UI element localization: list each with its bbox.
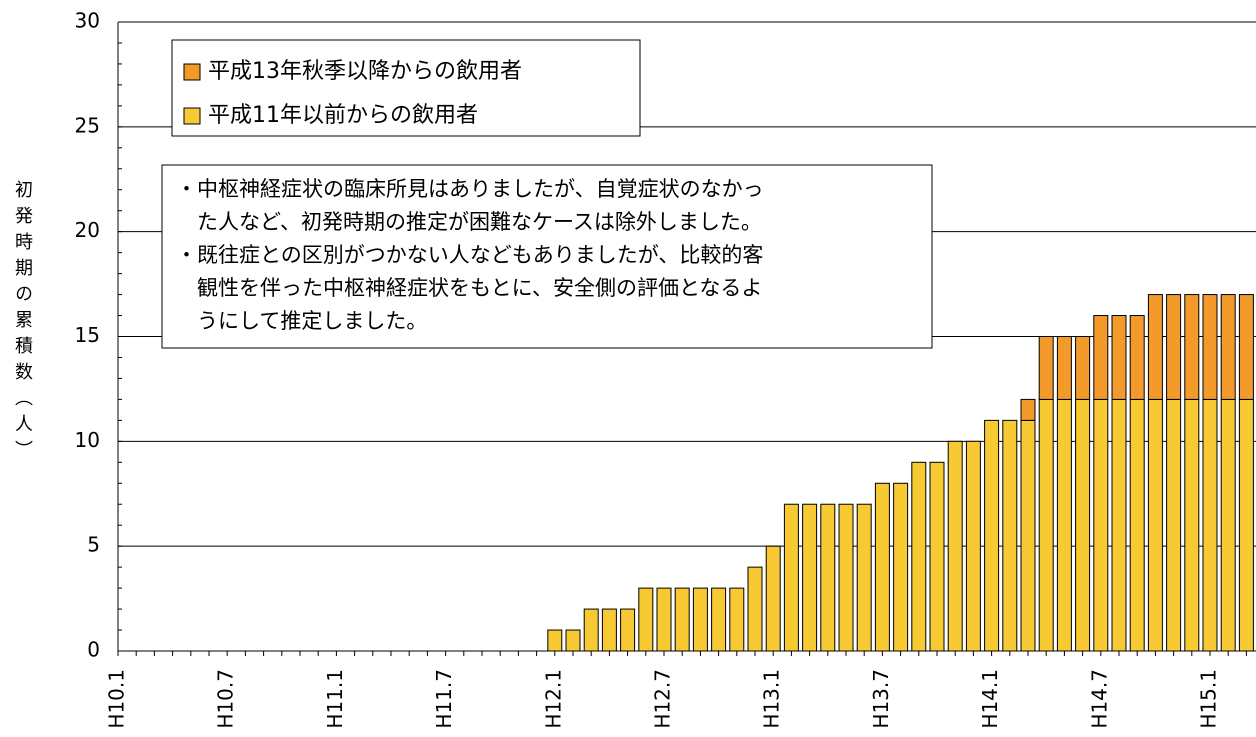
bar	[711, 587, 727, 652]
bar	[838, 503, 854, 652]
bar	[1184, 294, 1200, 400]
x-tick-label: H11.1	[323, 669, 347, 729]
x-tick-label: H12.1	[541, 669, 565, 729]
bar	[1166, 398, 1182, 652]
bar	[893, 482, 909, 652]
y-tick-label: 5	[87, 533, 100, 557]
y-tick-label: 15	[75, 323, 100, 347]
bar	[1129, 398, 1145, 652]
y-tick-label: 10	[75, 428, 100, 452]
bar	[1075, 398, 1091, 652]
x-tick-label: H14.7	[1087, 669, 1111, 729]
bar	[1056, 336, 1072, 400]
bar	[1202, 294, 1218, 400]
annotation-text: た人など、初発時期の推定が困難なケースは除外しました。	[176, 210, 762, 234]
bar	[1147, 398, 1163, 652]
bar	[947, 440, 963, 652]
x-tick-label: H11.7	[432, 669, 456, 729]
bar	[1002, 419, 1018, 652]
x-tick-label: H13.7	[869, 669, 893, 729]
x-tick-label: H15.1	[1197, 669, 1221, 729]
bar	[1020, 398, 1036, 421]
bar	[929, 461, 945, 652]
x-tick-label: H14.1	[978, 669, 1002, 729]
bar	[1202, 398, 1218, 652]
bar	[1093, 398, 1109, 652]
bar	[565, 629, 581, 652]
bar	[638, 587, 654, 652]
y-tick-label: 20	[75, 218, 100, 242]
bar	[1220, 294, 1236, 400]
bar	[1020, 419, 1036, 652]
bar	[874, 482, 890, 652]
annotation-text: うにして推定しました。	[176, 309, 427, 333]
bar	[1075, 336, 1091, 400]
bar	[1038, 336, 1054, 400]
bar	[765, 545, 781, 652]
bar	[692, 587, 708, 652]
bar	[1166, 294, 1182, 400]
bar	[674, 587, 690, 652]
bar	[1111, 315, 1127, 400]
y-tick-label: 0	[87, 638, 100, 662]
bar	[656, 587, 672, 652]
annotation-text: ・中枢神経症状の臨床所見はありましたが、自覚症状のなかっ	[176, 177, 764, 201]
x-tick-label: H10.1	[105, 669, 129, 729]
bar	[802, 503, 818, 652]
bar	[601, 608, 617, 652]
bar	[1238, 294, 1254, 400]
legend-label: 平成13年秋季以降からの飲用者	[208, 59, 522, 84]
bar	[965, 440, 981, 652]
bar	[1056, 398, 1072, 652]
bar	[1129, 315, 1145, 400]
bar	[1220, 398, 1236, 652]
legend-swatch	[183, 107, 201, 125]
legend-box	[171, 39, 641, 137]
bar	[783, 503, 799, 652]
bar	[1111, 398, 1127, 652]
x-tick-label: H12.7	[651, 669, 675, 729]
bar	[856, 503, 872, 652]
bar	[583, 608, 599, 652]
annotation-text: 観性を伴った中枢神経症状をもとに、安全側の評価となるよ	[176, 276, 762, 300]
bar	[729, 587, 745, 652]
bar	[984, 419, 1000, 652]
y-tick-label: 30	[75, 9, 100, 33]
y-axis-label: 初発時期の累積数（人）	[12, 180, 33, 466]
x-tick-label: H13.1	[760, 669, 784, 729]
bar	[1147, 294, 1163, 400]
legend-label: 平成11年以前からの飲用者	[208, 103, 478, 128]
bar	[1038, 398, 1054, 652]
y-tick-label: 25	[75, 113, 100, 137]
bar	[1184, 398, 1200, 652]
bar	[747, 566, 763, 652]
annotation-box	[161, 164, 933, 349]
bar	[911, 461, 927, 652]
bar	[547, 629, 563, 652]
bar	[1093, 315, 1109, 400]
legend-swatch	[183, 63, 201, 81]
bar	[620, 608, 636, 652]
annotation-text: ・既往症との区別がつかない人などもありましたが、比較的客	[176, 243, 763, 267]
bar	[820, 503, 836, 652]
bar	[1238, 398, 1254, 652]
x-tick-label: H10.7	[214, 669, 238, 729]
